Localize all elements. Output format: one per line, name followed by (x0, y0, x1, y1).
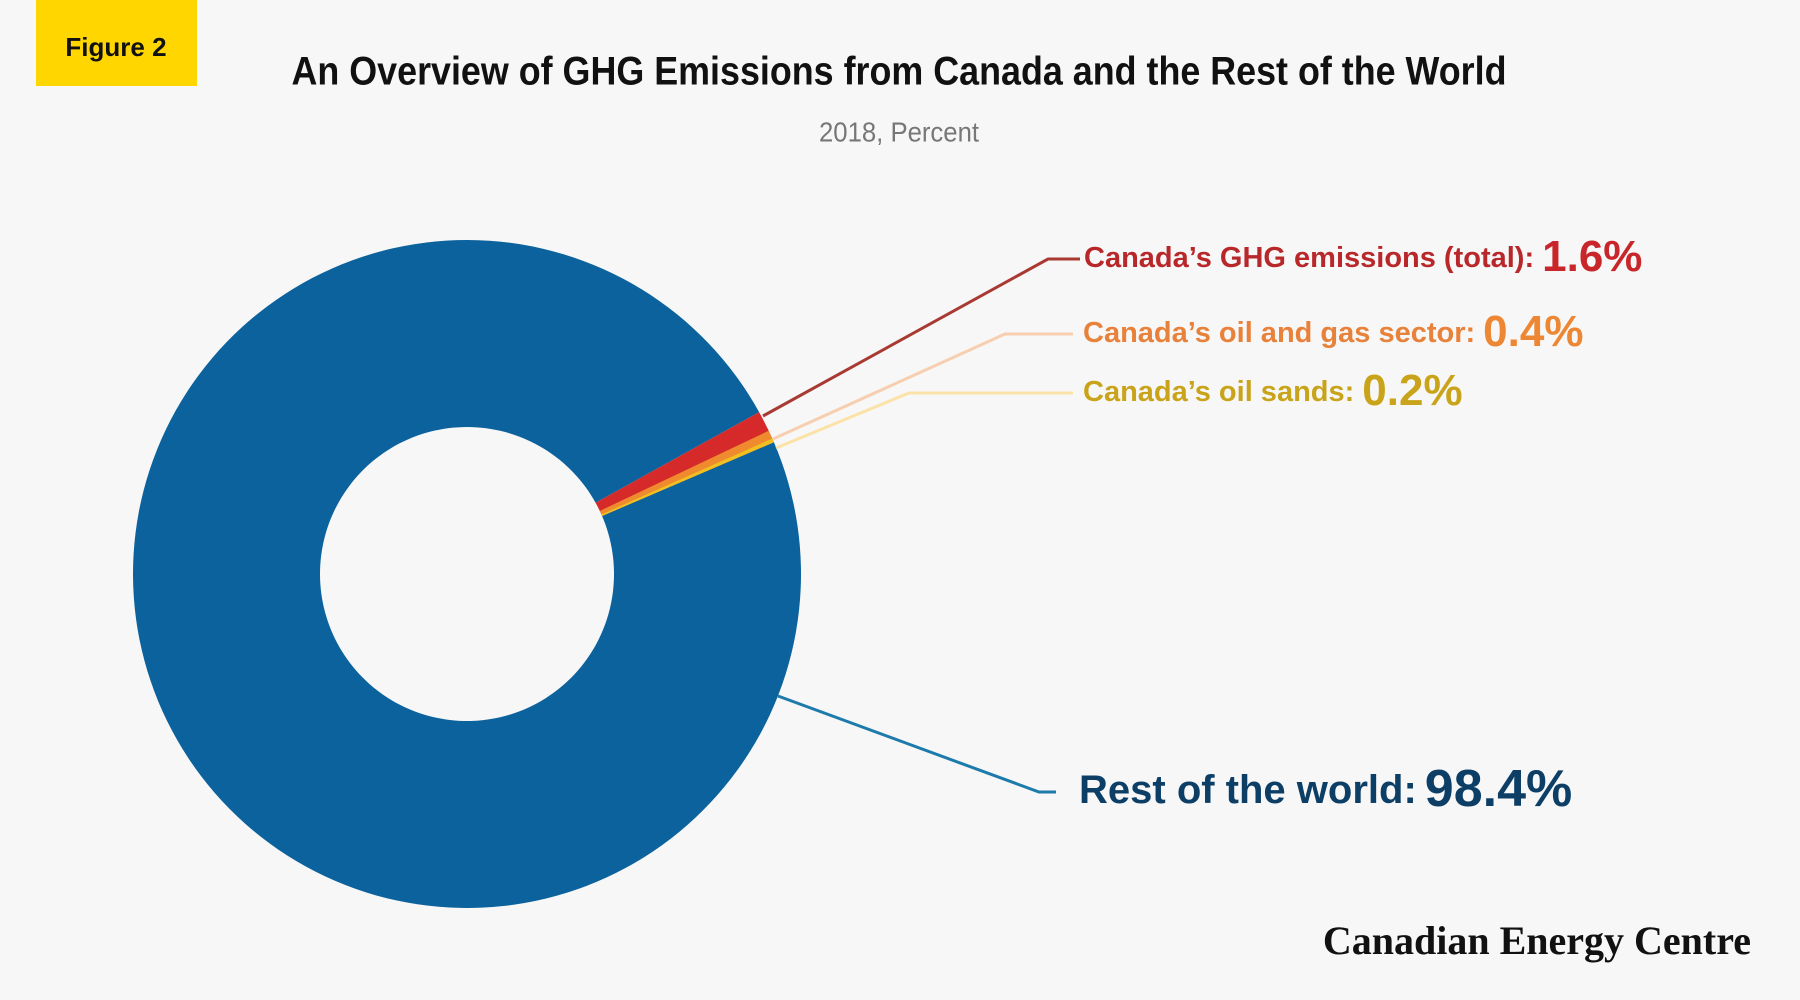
figure-label: Figure 2 (65, 32, 166, 62)
donut-slice (599, 430, 773, 515)
category-label: Canada’s oil sands: (1083, 376, 1354, 408)
figure-badge (36, 0, 197, 86)
leader-line (762, 257, 1080, 418)
value-label: 0.4% (1483, 307, 1583, 356)
category-label: Canada’s oil and gas sector: (1083, 317, 1475, 349)
donut-slice (601, 438, 774, 516)
slice-label: Canada’s GHG emissions (total): 1.6% (1084, 232, 1642, 281)
chart-title: An Overview of GHG Emissions from Canada… (292, 50, 1507, 94)
chart-subtitle: 2018, Percent (819, 116, 979, 147)
leader-line (777, 694, 1056, 794)
category-label: Rest of the world: (1079, 768, 1417, 812)
value-label: 1.6% (1542, 232, 1642, 281)
slice-label: Canada’s oil and gas sector: 0.4% (1083, 307, 1583, 356)
donut-slice (133, 240, 802, 909)
leader-line (772, 332, 1073, 441)
slice-label: Canada’s oil sands: 0.2% (1083, 366, 1463, 415)
source: Canadian Energy Centre (1323, 918, 1751, 963)
value-label: 98.4% (1425, 760, 1572, 818)
category-label: Canada’s GHG emissions (total): (1084, 242, 1534, 274)
value-label: 0.2% (1362, 366, 1462, 415)
donut-slice (595, 412, 774, 516)
leader-line (775, 391, 1073, 450)
slice-label: Rest of the world: 98.4% (1079, 760, 1572, 818)
